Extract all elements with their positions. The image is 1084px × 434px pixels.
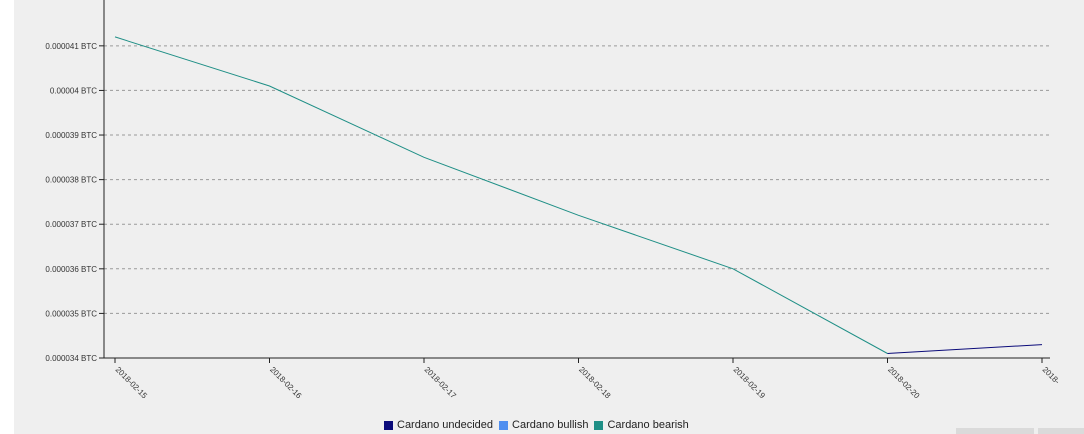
- legend-label: Cardano bullish: [512, 419, 589, 431]
- x-tick-label: 2018-02-19: [732, 365, 768, 401]
- legend-item[interactable]: Cardano undecided: [384, 419, 493, 431]
- legend-swatch: [594, 420, 604, 430]
- legend-label: Cardano undecided: [397, 419, 494, 431]
- y-tick-label: 0.000036 BTC: [45, 265, 97, 274]
- y-tick-label: 0.000037 BTC: [45, 220, 97, 229]
- series-line-cardano-bearish: [114, 36, 888, 354]
- y-tick-label: 0.000034 BTC: [45, 354, 97, 363]
- x-tick-label: 2018-02-15: [114, 365, 150, 401]
- x-tick-label: 2018-02-20: [886, 365, 922, 401]
- x-tick-label: 2018-02-18: [577, 365, 613, 401]
- y-tick-label: 0.000041 BTC: [45, 42, 97, 51]
- line-chart: 0.000034 BTC 0.000035 BTC 0.000036 BTC 0.00…: [45, 0, 1062, 401]
- legend: Cardano undecided Cardano bullish Cardano …: [384, 418, 689, 432]
- scrollbar-segment[interactable]: [956, 428, 1034, 434]
- series-line-cardano-undecided: [887, 344, 1043, 354]
- scrollbar-segment[interactable]: [1038, 428, 1084, 434]
- x-tick-label: 2018-02-16: [268, 365, 304, 401]
- legend-label: Cardano bearish: [607, 419, 689, 431]
- y-tick-label: 0.000035 BTC: [45, 309, 97, 318]
- y-tick-label: 0.000038 BTC: [45, 176, 97, 185]
- y-tick-label: 0.00004 BTC: [50, 86, 97, 95]
- legend-item[interactable]: Cardano bullish: [499, 419, 588, 431]
- y-tick-label: 0.000039 BTC: [45, 131, 97, 140]
- legend-item[interactable]: Cardano bearish: [594, 419, 689, 431]
- chart-panel: 0.000034 BTC 0.000035 BTC 0.000036 BTC 0.00…: [14, 0, 1084, 434]
- legend-swatch: [384, 420, 393, 430]
- x-tick-label: 2018-02-17: [423, 365, 459, 401]
- x-tick-label: 2018-: [1041, 365, 1062, 386]
- legend-swatch: [499, 420, 509, 430]
